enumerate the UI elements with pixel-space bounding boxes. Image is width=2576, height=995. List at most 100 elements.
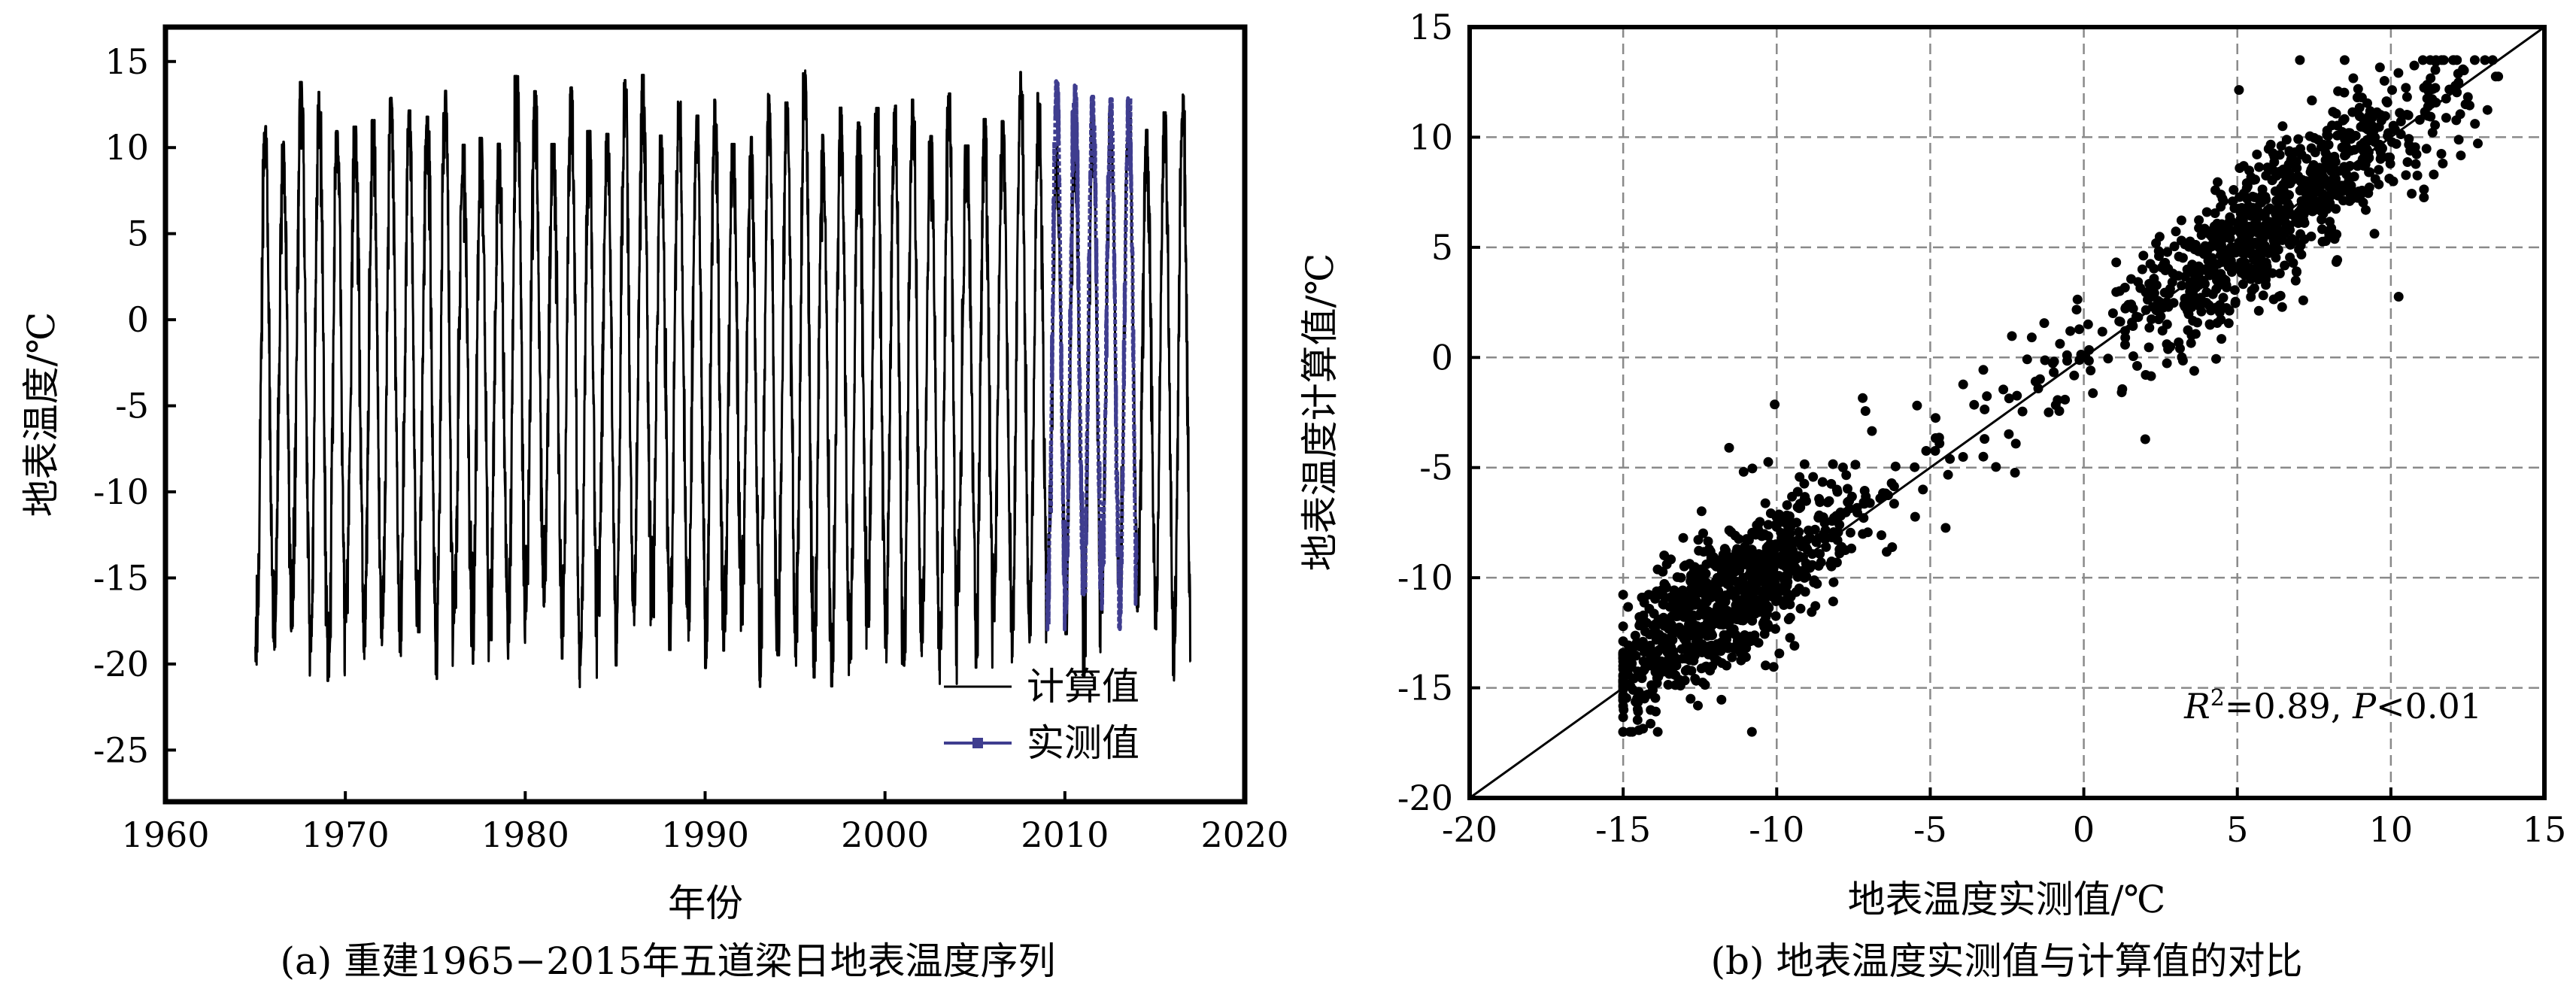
scatter-point <box>2438 158 2448 168</box>
scatter-point <box>2147 314 2156 324</box>
scatter-point <box>1770 557 1780 567</box>
scatter-point <box>1837 463 1848 472</box>
scatter-point <box>2453 135 2464 145</box>
scatter-point <box>1867 426 1877 436</box>
scatter-point <box>2465 100 2474 111</box>
scatter-point <box>2273 244 2283 255</box>
scatter-point <box>2430 120 2441 130</box>
series-calculated-line <box>254 69 1192 689</box>
scatter-point <box>1630 630 1640 641</box>
scatter-point <box>1771 522 1782 532</box>
scatter-point <box>2234 85 2244 96</box>
scatter-point <box>1858 393 1868 403</box>
scatter-point <box>1639 665 1649 675</box>
scatter-point <box>2261 275 2271 285</box>
scatter-point <box>2348 73 2359 83</box>
scatter-point <box>1792 487 1803 497</box>
scatter-point <box>2177 356 2188 366</box>
scatter-point <box>1699 586 1710 596</box>
scatter-point <box>2128 351 2138 362</box>
scatter-point <box>2083 319 2093 329</box>
scatter-point <box>1841 470 1852 481</box>
calculated-series-path <box>254 69 1192 689</box>
y-tick-label: -15 <box>1397 668 1453 708</box>
scatter-point <box>1813 560 1824 571</box>
scatter-point <box>1799 494 1810 505</box>
x-tick-label: -20 <box>1442 809 1497 850</box>
scatter-point <box>2308 159 2319 170</box>
scatter-point <box>1846 491 1857 502</box>
scatter-point <box>1799 459 1810 469</box>
legend-calculated-label: 计算值 <box>1027 665 1139 708</box>
scatter-point <box>1859 486 1870 496</box>
scatter-point <box>2163 302 2174 312</box>
scatter-point <box>1678 532 1689 543</box>
scatter-point <box>2060 394 2071 405</box>
scatter-point <box>2333 190 2344 201</box>
scatter-point <box>2354 102 2365 113</box>
scatter-point <box>1747 463 1758 474</box>
scatter-point <box>2273 202 2283 213</box>
panel-b-grid <box>1470 27 2544 798</box>
scatter-point <box>2223 318 2234 329</box>
x-tick-label: 0 <box>2073 809 2095 850</box>
scatter-point <box>1731 566 1741 576</box>
scatter-point <box>1843 484 1852 494</box>
scatter-point <box>1789 554 1800 564</box>
scatter-point <box>2323 140 2334 150</box>
scatter-point <box>2404 139 2414 150</box>
scatter-point <box>1738 466 1749 477</box>
one-to-one-reference-line <box>1469 26 2545 799</box>
x-tick-label: -5 <box>1913 809 1947 850</box>
scatter-point <box>2196 306 2207 317</box>
scatter-point <box>2154 251 2164 261</box>
scatter-point <box>2141 305 2151 315</box>
scatter-point <box>2190 240 2201 250</box>
y-tick-label: -10 <box>1397 557 1453 598</box>
scatter-point <box>1753 525 1764 535</box>
scatter-point <box>2169 241 2180 252</box>
scatter-point <box>2292 163 2302 174</box>
scatter-point <box>2162 247 2173 257</box>
scatter-point <box>1763 547 1773 557</box>
scatter-point <box>1794 583 1804 593</box>
scatter-point <box>1782 500 1792 511</box>
scatter-point <box>2402 157 2413 167</box>
scatter-point <box>2050 400 2061 411</box>
scatter-point <box>2189 366 2199 376</box>
scatter-point <box>1664 669 1674 679</box>
scatter-point <box>2417 55 2428 65</box>
scatter-point <box>1623 640 1634 651</box>
scatter-point <box>2117 384 2128 394</box>
scatter-point <box>2246 292 2256 302</box>
y-tick-label: 5 <box>127 214 149 254</box>
scatter-point <box>1693 535 1704 545</box>
scatter-point <box>1688 610 1698 620</box>
panel-b-plot-area <box>1469 26 2545 799</box>
scatter-point <box>2333 86 2344 96</box>
scatter-point <box>1703 536 1713 547</box>
scatter-point <box>1746 727 1757 737</box>
x-tick-label: 10 <box>2369 809 2414 850</box>
scatter-point <box>2103 353 2113 364</box>
panel-a-y-ticks: -25 -20 -15 -10 -5 0 5 10 15 <box>93 41 176 770</box>
scatter-point <box>1943 469 1953 480</box>
scatter-point <box>1814 493 1825 504</box>
scatter-point <box>1730 644 1740 654</box>
scatter-point <box>1676 630 1687 641</box>
x-tick-label: 1990 <box>661 815 749 855</box>
scatter-point <box>2427 127 2438 138</box>
scatter-point <box>2007 331 2017 341</box>
scatter-point <box>1794 534 1804 545</box>
scatter-point <box>2323 131 2333 141</box>
panel-a-caption: (a) 重建1965−2015年五道梁日地表温度序列 <box>280 939 1055 983</box>
scatter-point <box>2065 326 2076 336</box>
scatter-point <box>2409 60 2420 71</box>
scatter-point <box>2004 429 2014 439</box>
scatter-point <box>2290 275 2301 286</box>
series-scatter-points <box>1618 55 2504 737</box>
scatter-point <box>2224 305 2235 316</box>
scatter-point <box>1737 585 1747 596</box>
scatter-point <box>1689 651 1700 661</box>
scatter-point <box>2369 229 2380 239</box>
